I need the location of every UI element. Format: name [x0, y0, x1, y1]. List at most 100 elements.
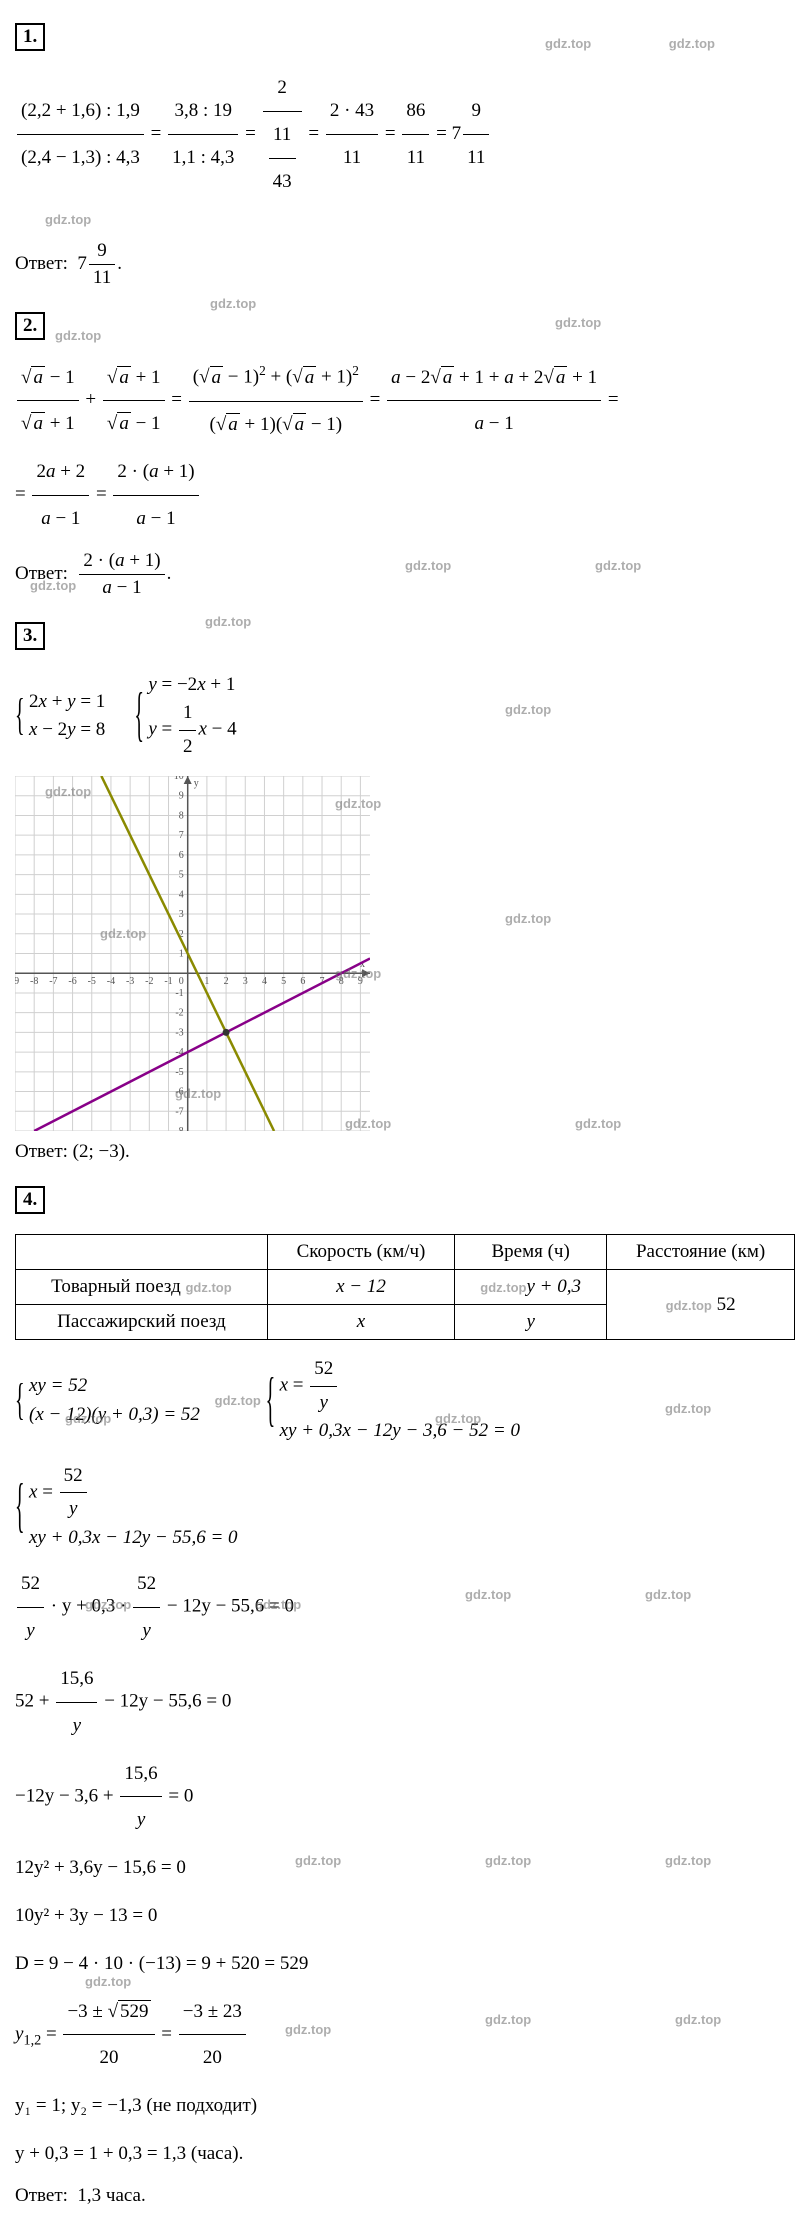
svg-text:-3: -3	[175, 1028, 183, 1039]
equation-system: y = −2x + 1 y = 12x − 4	[134, 671, 236, 762]
table-row: Товарный поезд gdz.top x − 12 gdz.topy +…	[16, 1270, 795, 1305]
equation-line: D = 9 − 4 · 10 · (−13) = 9 + 520 = 529 g…	[15, 1943, 795, 1985]
svg-text:-4: -4	[107, 977, 115, 988]
watermark: gdz.top	[45, 212, 91, 227]
watermark: gdz.top	[405, 558, 451, 573]
equation-line: = 2a + 2 a − 1 = 2 · (a + 1) a − 1	[15, 451, 795, 540]
svg-text:1: 1	[179, 949, 184, 960]
watermark: gdz.top	[55, 322, 101, 351]
problem-number: 2.	[15, 312, 45, 340]
fraction: 2 · 43 11	[326, 90, 378, 179]
svg-text:-5: -5	[175, 1067, 183, 1078]
problem-number: 4.	[15, 1186, 45, 1214]
equation-line: (2,2 + 1,6) : 1,9 (2,4 − 1,3) : 4,3 = 3,…	[15, 67, 795, 202]
answer: Ответ: 2 · (a + 1) a − 1 . gdz.top gdz.t…	[15, 550, 795, 599]
svg-text:-3: -3	[126, 977, 134, 988]
equation-line: y1,2 = −3 ± √52920 = −3 ± 2320 gdz.top g…	[15, 1991, 795, 2080]
table-cell: Пассажирский поезд	[16, 1305, 268, 1340]
fraction: 2 11 43	[263, 67, 302, 202]
svg-text:-2: -2	[175, 1008, 183, 1019]
svg-text:5: 5	[281, 977, 286, 988]
fraction: (2,2 + 1,6) : 1,9 (2,4 − 1,3) : 4,3	[17, 90, 144, 179]
table-cell: y	[455, 1305, 607, 1340]
svg-text:-2: -2	[145, 977, 153, 988]
problem-1: 1. (2,2 + 1,6) : 1,9 (2,4 − 1,3) : 4,3 =…	[15, 15, 795, 289]
fraction: 86 11	[402, 90, 429, 179]
svg-text:-1: -1	[175, 988, 183, 999]
fraction: 9 11	[463, 90, 489, 179]
watermark: gdz.top	[545, 30, 591, 59]
svg-text:-7: -7	[175, 1107, 183, 1118]
svg-text:1: 1	[204, 977, 209, 988]
table-cell: Товарный поезд gdz.top	[16, 1270, 268, 1305]
answer: Ответ: 1,3 часа.	[15, 2185, 795, 2207]
watermark: gdz.top	[645, 1581, 691, 1610]
problem-number: 1.	[15, 23, 45, 51]
problem-3: 3. gdz.top 2x + y = 1 x − 2y = 8 y = −2x…	[15, 614, 795, 1164]
equation-system: x = 52y xy + 0,3x − 12y − 3,6 − 52 = 0	[266, 1355, 520, 1446]
svg-text:9: 9	[179, 791, 184, 802]
svg-text:6: 6	[179, 850, 184, 861]
equation-line: 10y² + 3y − 13 = 0	[15, 1895, 795, 1937]
svg-text:-7: -7	[49, 977, 57, 988]
problem-2: 2. gdz.top √a − 1 √a + 1 + √a + 1 √a − 1…	[15, 304, 795, 599]
watermark: gdz.top	[205, 614, 251, 629]
watermark: gdz.top	[295, 1847, 341, 1876]
equation-line: −12y − 3,6 + 15,6y = 0	[15, 1753, 795, 1842]
chart-container: xy-9-8-7-6-5-4-3-2-1123456789-8-7-6-5-4-…	[15, 776, 795, 1131]
equation-line: √a − 1 √a + 1 + √a + 1 √a − 1 = (√a − 1)…	[15, 356, 795, 445]
svg-text:3: 3	[243, 977, 248, 988]
svg-text:2: 2	[224, 977, 229, 988]
answer: Ответ: 7911.	[15, 240, 795, 289]
system-line: xy = 52 (x − 12)(y + 0,3) = 52 gdz.top x…	[15, 1350, 795, 1451]
table-header: Скорость (км/ч)	[267, 1235, 454, 1270]
system-line: x = 52y xy + 0,3x − 12y − 55,6 = 0	[15, 1457, 795, 1558]
watermark: gdz.top	[675, 2006, 721, 2035]
system-line: 2x + y = 1 x − 2y = 8 y = −2x + 1 y = 12…	[15, 666, 795, 767]
svg-text:8: 8	[339, 977, 344, 988]
svg-text:7: 7	[179, 831, 184, 842]
svg-text:6: 6	[300, 977, 305, 988]
watermark: gdz.top	[285, 2016, 331, 2045]
watermark: gdz.top	[595, 558, 641, 573]
table-header: Расстояние (км)	[607, 1235, 795, 1270]
watermark: gdz.top	[555, 309, 601, 338]
svg-text:10: 10	[174, 776, 184, 782]
svg-text:-6: -6	[175, 1087, 183, 1098]
svg-text:y: y	[194, 778, 199, 789]
table-header	[16, 1235, 268, 1270]
svg-text:3: 3	[179, 909, 184, 920]
table-cell: gdz.top 52	[607, 1270, 795, 1340]
fraction: 11 43	[269, 114, 296, 203]
coordinate-chart: xy-9-8-7-6-5-4-3-2-1123456789-8-7-6-5-4-…	[15, 776, 370, 1131]
svg-text:8: 8	[179, 811, 184, 822]
svg-text:-6: -6	[68, 977, 76, 988]
watermark: gdz.top	[575, 1116, 621, 1131]
fraction: 3,8 : 19 1,1 : 4,3	[168, 90, 238, 179]
svg-text:5: 5	[179, 870, 184, 881]
svg-text:-8: -8	[30, 977, 38, 988]
equation-line: 52 + 15,6y − 12y − 55,6 = 0	[15, 1658, 795, 1747]
equation-system: x = 52y xy + 0,3x − 12y − 55,6 = 0	[15, 1462, 238, 1553]
problem-4: 4. Скорость (км/ч) Время (ч) Расстояние …	[15, 1178, 795, 2206]
table-cell: x − 12	[267, 1270, 454, 1305]
watermark: gdz.top	[665, 1847, 711, 1876]
watermark: gdz.top	[505, 911, 551, 926]
data-table: Скорость (км/ч) Время (ч) Расстояние (км…	[15, 1234, 795, 1340]
table-cell: gdz.topy + 0,3	[455, 1270, 607, 1305]
equation-line: y + 0,3 = 1 + 0,3 = 1,3 (часа).	[15, 2133, 795, 2175]
watermark: gdz.top	[665, 1395, 711, 1424]
watermark: gdz.top	[485, 2006, 531, 2035]
equation-line: 52y · y + 0,3 · 52y − 12y − 55,6 = 0 gdz…	[15, 1563, 795, 1652]
watermark: gdz.top	[669, 30, 715, 59]
equation-system: xy = 52 (x − 12)(y + 0,3) = 52	[15, 1372, 200, 1429]
svg-text:-9: -9	[15, 977, 19, 988]
equation-line: 12y² + 3,6y − 15,6 = 0 gdz.top gdz.top g…	[15, 1847, 795, 1889]
table-cell: x	[267, 1305, 454, 1340]
svg-text:-8: -8	[175, 1126, 183, 1131]
equation-line: y₁ = 1; y₂ = −1,3 (не подходит)	[15, 2085, 795, 2127]
watermark: gdz.top	[485, 1847, 531, 1876]
equation-system: 2x + y = 1 x − 2y = 8	[15, 688, 105, 745]
table-header-row: Скорость (км/ч) Время (ч) Расстояние (км…	[16, 1235, 795, 1270]
svg-text:4: 4	[179, 890, 184, 901]
